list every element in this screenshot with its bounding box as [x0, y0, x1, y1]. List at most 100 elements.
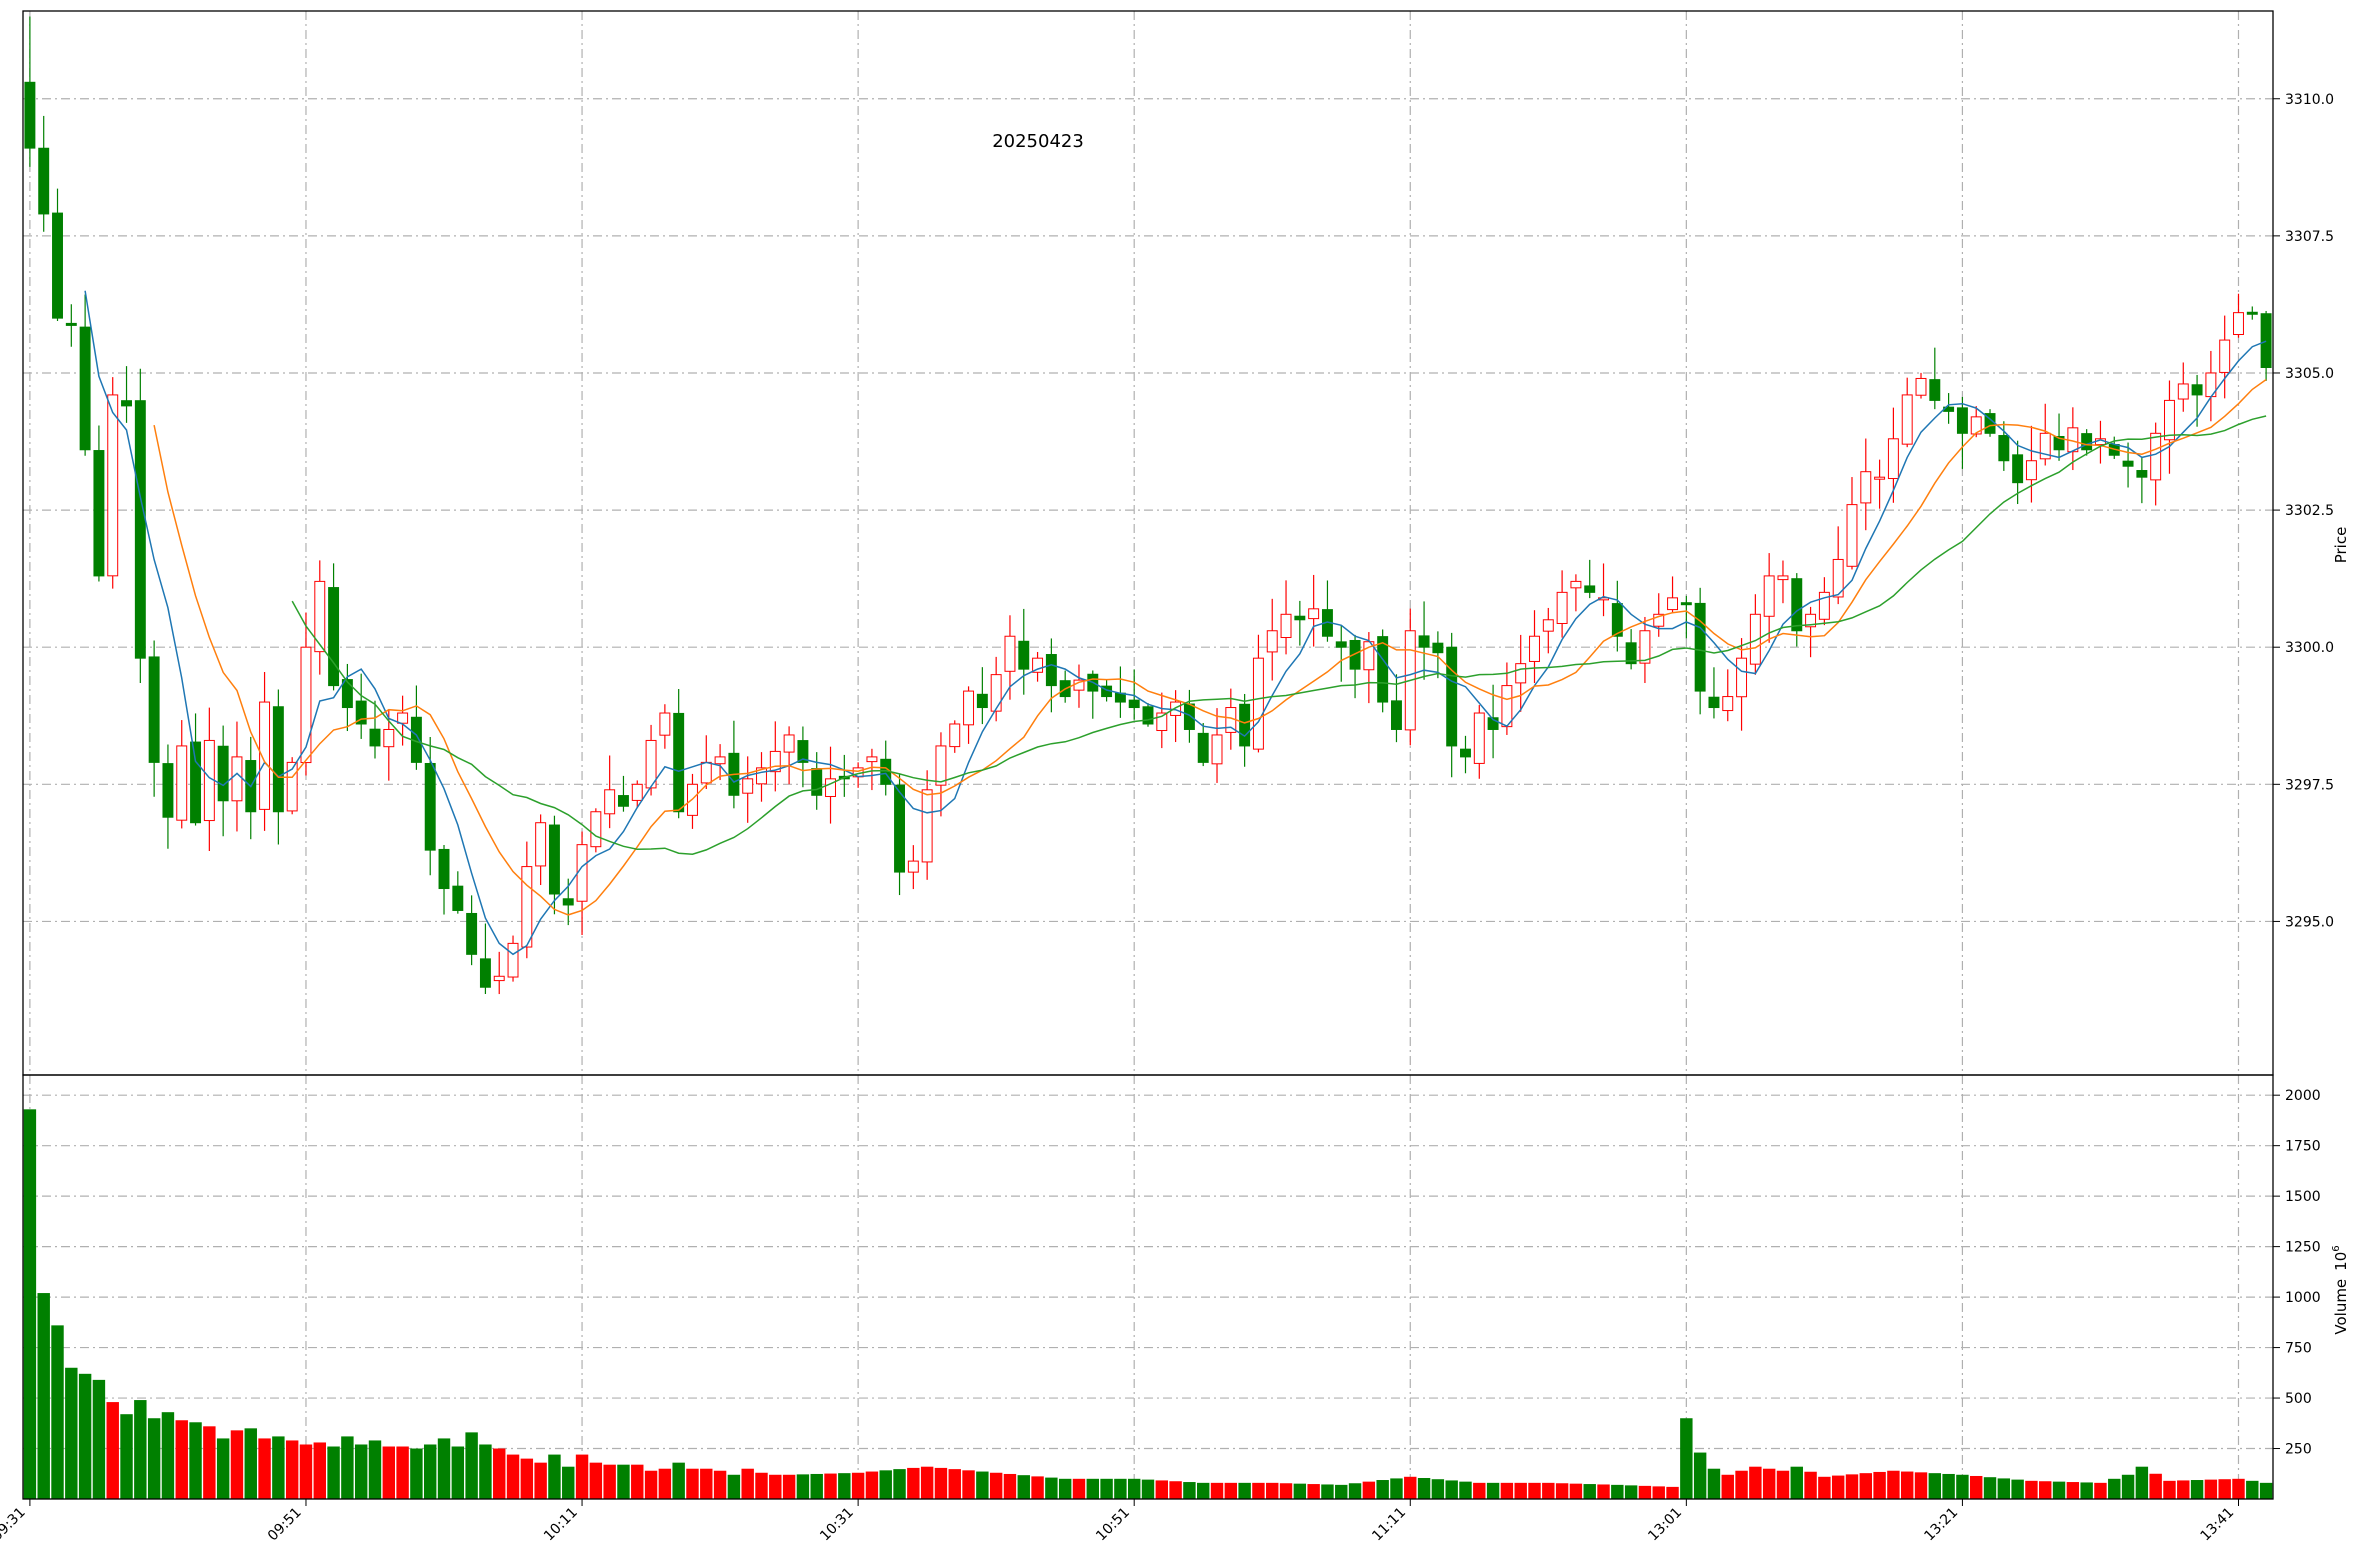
candle-body [562, 898, 574, 906]
candle-body [107, 394, 119, 577]
volume-bar [1183, 1482, 1196, 1499]
volume-bar [893, 1469, 906, 1499]
candle-body [1570, 580, 1582, 589]
candle-body [521, 866, 533, 948]
candle-body [700, 761, 712, 784]
candle-body [314, 580, 326, 653]
volume-bar [976, 1471, 989, 1499]
volume-bar [1707, 1468, 1721, 1499]
volume-tick-label: 1250 [2285, 1240, 2321, 1256]
volume-bar [175, 1420, 188, 1499]
candle-body [1901, 394, 1913, 445]
volume-bar [313, 1442, 326, 1499]
candle-body [1639, 630, 1651, 664]
candle-body [2039, 432, 2051, 460]
volume-bar [934, 1467, 948, 1499]
volume-bar [1224, 1482, 1238, 1499]
volume-tick-label: 750 [2285, 1341, 2312, 1357]
volume-bar [755, 1472, 768, 1499]
candle-body [1004, 635, 1016, 672]
volume-bar [962, 1470, 975, 1499]
candle-body [714, 756, 726, 765]
volume-bar [2204, 1479, 2218, 1499]
candle-body [259, 701, 271, 810]
candle-body [1998, 435, 2010, 462]
candle-body [1446, 646, 1458, 747]
candle-body [300, 646, 312, 764]
volume-bar [1818, 1476, 1831, 1499]
candle-body [176, 745, 188, 821]
candle-body [2025, 460, 2037, 481]
volume-bar [65, 1367, 78, 1499]
volume-bar [1362, 1481, 1376, 1499]
volume-bar [2163, 1480, 2176, 1499]
volume-bar [548, 1454, 561, 1499]
candle-body [894, 784, 906, 873]
volume-bar [562, 1466, 575, 1499]
candle-body [825, 778, 836, 797]
candle-body [921, 789, 933, 863]
volume-bar [782, 1474, 796, 1499]
candle-body [1156, 712, 1168, 732]
candle-body [424, 762, 436, 851]
volume-bar [2190, 1480, 2204, 1499]
candle-body [535, 822, 547, 867]
volume-tick-label: 1000 [2285, 1290, 2321, 1306]
volume-bar [1983, 1477, 1997, 1499]
candle-body [190, 741, 202, 824]
volume-bar [51, 1325, 64, 1499]
candle-body [673, 712, 685, 813]
candle-body [1515, 663, 1527, 684]
volume-bar [396, 1446, 409, 1499]
volume-bar [1583, 1484, 1596, 1499]
volume-bar [1114, 1478, 1127, 1499]
volume-bar [1486, 1482, 1500, 1499]
volume-bar [796, 1474, 810, 1499]
chart-title: 20250423 [992, 131, 1084, 152]
volume-bar [769, 1474, 782, 1499]
candle-body [1335, 641, 1347, 648]
volume-bar [2246, 1480, 2259, 1499]
volume-bar [189, 1422, 202, 1499]
candle-body [1860, 471, 1872, 504]
candle-body [2053, 435, 2065, 451]
volume-bar [879, 1470, 892, 1499]
volume-bar [1155, 1480, 1169, 1499]
volume-bar [713, 1470, 727, 1499]
volume-bar [989, 1472, 1003, 1499]
volume-bar [1762, 1468, 1776, 1499]
volume-bar [575, 1454, 589, 1499]
volume-bar [1045, 1477, 1058, 1499]
candle-body [1377, 636, 1389, 703]
volume-bar [1597, 1484, 1610, 1499]
candle-body [976, 693, 988, 709]
candle-body [1818, 591, 1830, 620]
volume-bar [120, 1414, 133, 1499]
candle-body [1280, 613, 1292, 639]
candle-body [783, 734, 795, 753]
candle-body [1018, 640, 1030, 670]
volume-bar [341, 1436, 354, 1499]
candle-body [383, 728, 395, 748]
candle-body [1529, 635, 1540, 662]
volume-bar [92, 1379, 106, 1499]
candle-body [742, 778, 754, 794]
candle-body [79, 326, 91, 451]
candle-body [1556, 591, 1568, 624]
candle-body [2136, 470, 2148, 478]
volume-bar [1555, 1483, 1569, 1499]
volume-bar [1003, 1473, 1017, 1499]
price-tick-label: 3297.5 [2285, 777, 2334, 793]
volume-bar [1680, 1418, 1693, 1499]
volume-bar [1735, 1470, 1748, 1499]
price-candles [24, 16, 2272, 995]
price-axis-label: Price [2332, 527, 2350, 564]
candle-body [659, 712, 671, 736]
candle-body [2150, 432, 2162, 481]
candle-body [2081, 433, 2093, 451]
volume-bar [78, 1373, 92, 1499]
candle-body [2246, 311, 2258, 315]
ma-line-5 [84, 290, 2267, 956]
candle-body [162, 763, 174, 818]
